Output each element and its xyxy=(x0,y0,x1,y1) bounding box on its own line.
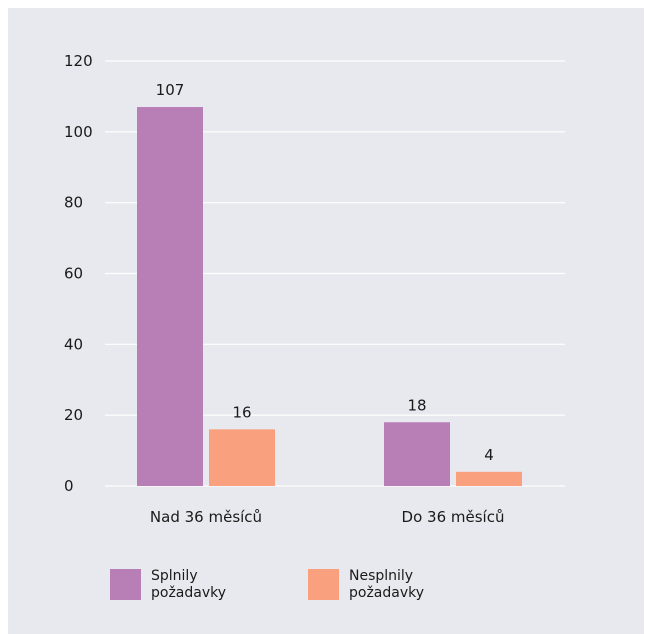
y-axis-ticks: 0 20 40 60 80 100 120 xyxy=(64,52,93,495)
y-tick-label-80: 80 xyxy=(64,194,83,212)
legend-label-nesplnily: Nesplnily požadavky xyxy=(349,568,424,601)
data-label-splnily-do-36: 18 xyxy=(407,396,426,414)
legend-swatch-nesplnily xyxy=(308,569,339,600)
category-label-do-36: Do 36 měsíců xyxy=(402,508,505,526)
bar-nesplnily-do-36 xyxy=(456,471,522,486)
category-label-nad-36: Nad 36 měsíců xyxy=(150,508,262,526)
data-labels: 107 16 18 4 xyxy=(156,81,494,464)
chart-panel xyxy=(8,8,644,634)
y-tick-label-120: 120 xyxy=(64,52,93,70)
bar-splnily-do-36 xyxy=(384,422,450,486)
data-label-splnily-nad-36: 107 xyxy=(156,81,185,99)
bars xyxy=(137,107,522,487)
data-label-nesplnily-nad-36: 16 xyxy=(232,403,251,421)
y-tick-label-40: 40 xyxy=(64,335,83,353)
legend: Splnily požadavky Nesplnily požadavky xyxy=(110,568,424,601)
y-tick-label-60: 60 xyxy=(64,265,83,283)
legend-swatch-splnily xyxy=(110,569,141,600)
legend-label-splnily: Splnily požadavky xyxy=(151,568,226,601)
y-tick-label-20: 20 xyxy=(64,406,83,424)
y-tick-label-100: 100 xyxy=(64,123,93,141)
y-tick-label-0: 0 xyxy=(64,477,74,495)
x-axis-categories: Nad 36 měsíců Do 36 měsíců xyxy=(150,508,505,526)
bar-splnily-nad-36 xyxy=(137,107,203,487)
data-label-nesplnily-do-36: 4 xyxy=(484,446,494,464)
bar-nesplnily-nad-36 xyxy=(209,429,275,486)
